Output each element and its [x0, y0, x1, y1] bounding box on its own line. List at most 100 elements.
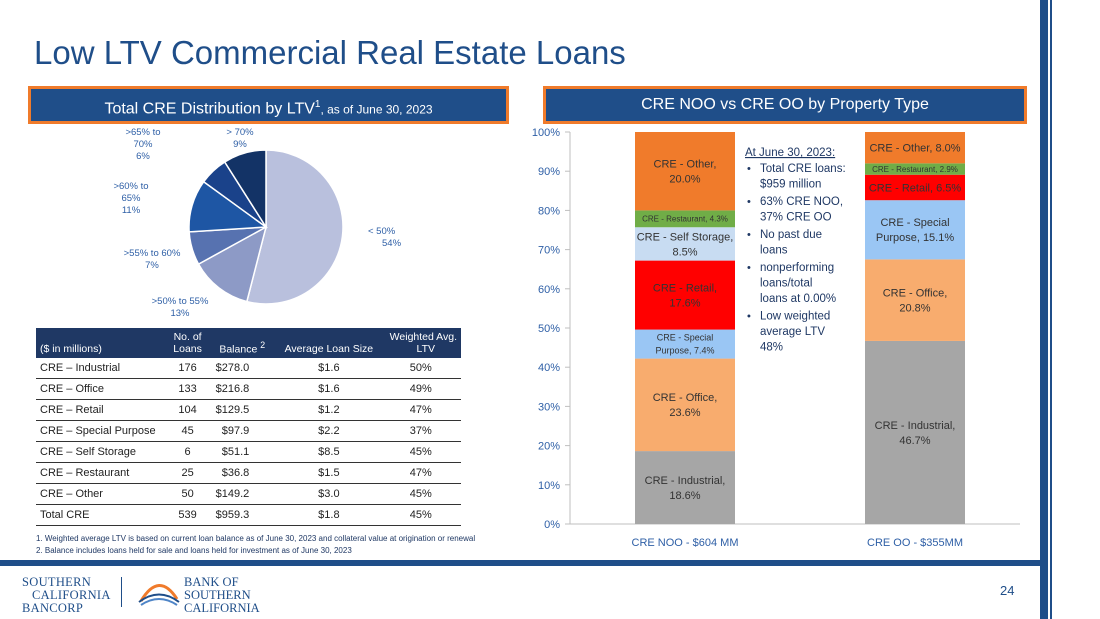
pie-header-date: , as of June 30, 2023	[320, 102, 433, 117]
row-name: CRE – Restaurant	[36, 462, 169, 484]
bar-data-label: CRE - Other, 20.0%	[654, 159, 717, 186]
y-tick-label: 50%	[538, 323, 560, 335]
bar-data-label: CRE - Special Purpose, 7.4%	[655, 333, 714, 356]
logo-right-line2: Southern	[184, 588, 251, 602]
row-loans: 45	[168, 420, 208, 442]
bar-segment	[635, 210, 735, 228]
bar-segment	[865, 200, 965, 260]
page-title: Low LTV Commercial Real Estate Loans	[34, 34, 626, 71]
bank-logo-emblem-icon	[138, 584, 180, 606]
annotation-bullet-icon: •	[747, 229, 751, 241]
bar-data-label: CRE - Restaurant, 4.3%	[642, 215, 728, 224]
footnote-2: 2. Balance includes loans held for sale …	[36, 546, 352, 555]
bar-segment	[865, 340, 965, 524]
row-avg-loan-size: $3.0	[277, 483, 381, 505]
annotation-bullet: Low weighted average LTV 48%	[760, 311, 830, 354]
y-tick-label: 60%	[538, 284, 560, 296]
header-no-loans-line2: Loans	[173, 343, 202, 355]
right-edge-bar	[1040, 0, 1048, 619]
bar-segment	[635, 358, 735, 452]
y-tick-label: 80%	[538, 205, 560, 217]
pie-slice-label: >50% to 55% 13%	[152, 296, 209, 319]
annotation-bullet: No past due loans	[760, 229, 822, 257]
bar-data-label: CRE - Office, 23.6%	[653, 392, 718, 419]
y-tick-label: 70%	[538, 245, 560, 257]
bar-segment	[635, 132, 735, 211]
annotation-bullet-icon: •	[747, 311, 751, 323]
pie-slice-label: >55% to 60% 7%	[124, 248, 181, 271]
footnote-1: 1. Weighted average LTV is based on curr…	[36, 534, 476, 543]
right-edge-line	[1050, 0, 1052, 619]
bar-data-label: CRE - Self Storage, 8.5%	[637, 231, 734, 258]
pie-slice-label: >65% to 70% 6%	[125, 127, 160, 162]
table-row: CRE – Retail 104 $129.5 $1.2 47%	[36, 399, 461, 421]
annotation-bullet: Total CRE loans: $959 million	[760, 163, 846, 191]
row-balance: $278.0	[207, 358, 278, 379]
table-header-row: ($ in millions) No. of Loans Balance 2 Av…	[36, 328, 461, 358]
annotation-bullet-icon: •	[747, 163, 751, 175]
row-balance: $959.3	[207, 504, 278, 526]
bar-segment	[635, 451, 735, 524]
table-row: CRE – Industrial 176 $278.0 $1.6 50%	[36, 358, 461, 379]
row-ltv: 50%	[380, 358, 461, 379]
row-name: CRE – Industrial	[36, 358, 169, 379]
row-balance: $51.1	[207, 441, 278, 463]
header-balance-footnote-ref: 2	[260, 339, 266, 350]
row-avg-loan-size: $1.6	[277, 358, 381, 379]
pie-slice	[245, 149, 344, 305]
header-no-loans: No. of Loans	[168, 328, 208, 358]
annotation-bullet-icon: •	[747, 262, 751, 274]
table-row: Total CRE 539 $959.3 $1.8 45%	[36, 504, 461, 526]
annotation-bullet: nonperforming loans/total loans at 0.00%	[760, 262, 836, 305]
page-number: 24	[1000, 583, 1015, 598]
pie-slice-label: > 70% 9%	[226, 127, 254, 150]
pie-header-footnote-ref: 1	[314, 99, 321, 110]
pie-section-header: Total CRE Distribution by LTV1, as of Ju…	[28, 86, 509, 124]
bar-segment	[635, 227, 735, 261]
bar-segment	[865, 132, 965, 164]
logo-right-line3: California	[184, 601, 260, 615]
row-name: CRE – Self Storage	[36, 441, 169, 463]
logo-divider	[121, 577, 122, 607]
pie-slice	[223, 149, 267, 230]
row-ltv: 45%	[380, 441, 461, 463]
table-row: CRE – Restaurant 25 $36.8 $1.5 47%	[36, 462, 461, 484]
row-ltv: 47%	[380, 462, 461, 484]
row-ltv: 47%	[380, 399, 461, 421]
logo-left-line2: California	[32, 588, 111, 602]
table-row: CRE – Special Purpose 45 $97.9 $2.2 37%	[36, 420, 461, 442]
pie-slice	[197, 225, 268, 303]
row-ltv: 37%	[380, 420, 461, 442]
bar-data-label: CRE - Other, 8.0%	[869, 143, 960, 155]
row-name: CRE – Office	[36, 378, 169, 400]
row-name: CRE – Special Purpose	[36, 420, 169, 442]
annotation-bullet-icon: •	[747, 196, 751, 208]
y-tick-label: 30%	[538, 401, 560, 413]
x-category-label: CRE NOO - $604 MM	[632, 537, 739, 549]
bar-segment	[865, 259, 965, 341]
row-name: Total CRE	[36, 504, 169, 526]
header-unit: ($ in millions)	[36, 328, 169, 358]
y-tick-label: 100%	[532, 127, 560, 139]
row-balance: $129.5	[207, 399, 278, 421]
row-loans: 50	[168, 483, 208, 505]
row-loans: 25	[168, 462, 208, 484]
row-avg-loan-size: $1.2	[277, 399, 381, 421]
x-category-label: CRE OO - $355MM	[867, 537, 963, 549]
header-ltv-line2: LTV	[416, 343, 435, 355]
logo-left-line3: Bancorp	[22, 601, 84, 615]
bar-data-label: CRE - Industrial, 18.6%	[645, 475, 726, 502]
y-tick-label: 40%	[538, 362, 560, 374]
header-balance-label: Balance	[219, 343, 258, 355]
row-balance: $216.8	[207, 378, 278, 400]
row-loans: 539	[168, 504, 208, 526]
row-avg-loan-size: $8.5	[277, 441, 381, 463]
annotation-heading: At June 30, 2023:	[745, 147, 835, 159]
pie-header-text: Total CRE Distribution by LTV	[104, 100, 315, 118]
row-ltv: 45%	[380, 504, 461, 526]
row-avg-loan-size: $2.2	[277, 420, 381, 442]
bar-data-label: CRE - Office, 20.8%	[883, 288, 948, 315]
row-avg-loan-size: $1.6	[277, 378, 381, 400]
bar-segment	[865, 174, 965, 201]
bar-data-label: CRE - Retail, 6.5%	[869, 182, 962, 194]
